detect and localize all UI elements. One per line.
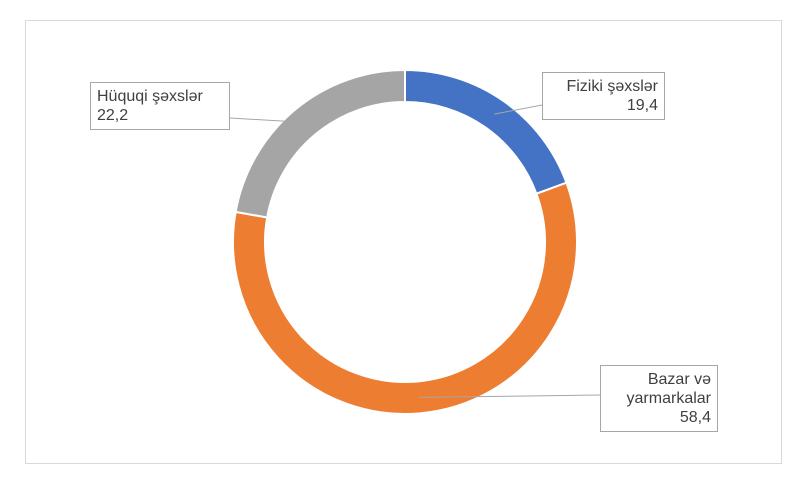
category-label: Fiziki şəxslər bbox=[566, 78, 658, 95]
data-label: Bazar və yarmarkalar 58,4 bbox=[600, 365, 718, 432]
donut-segment bbox=[234, 68, 406, 219]
chart-frame bbox=[25, 20, 782, 464]
data-label: Hüquqi şəxslər 22,2 bbox=[90, 82, 230, 130]
value-label: 58,4 bbox=[679, 409, 711, 426]
category-label: Hüquqi şəxslər bbox=[97, 88, 203, 105]
leader-line bbox=[418, 394, 601, 398]
data-label: Fiziki şəxslər 19,4 bbox=[542, 72, 665, 120]
category-label: Bazar və yarmarkalar bbox=[626, 371, 711, 407]
leader-line bbox=[494, 104, 543, 115]
leader-line bbox=[229, 117, 305, 123]
donut-segment bbox=[232, 181, 578, 415]
value-label: 19,4 bbox=[626, 97, 658, 114]
value-label: 22,2 bbox=[97, 107, 129, 124]
